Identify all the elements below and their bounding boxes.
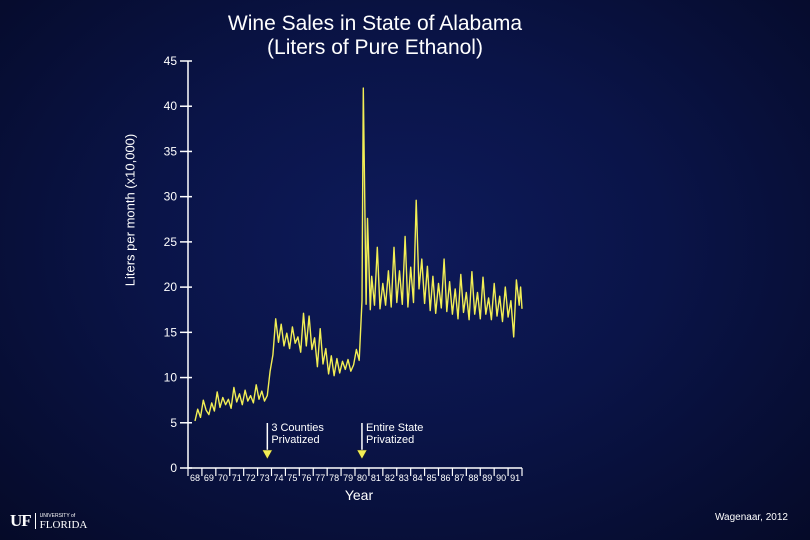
uf-logo: UF UNIVERSITY of FLORIDA [10, 511, 87, 531]
axes: 0 5 10 15 20 25 30 35 40 45 68 69 70 71 72 73 74 75 76 77 78… [164, 54, 523, 483]
y-tick-label: 40 [164, 99, 178, 113]
annotation-label-line-1: 3 Counties [271, 422, 324, 434]
y-tick-label: 0 [170, 461, 177, 475]
x-tick-label: 85 [427, 473, 437, 483]
x-tick-label: 88 [468, 473, 478, 483]
x-tick-label: 73 [260, 473, 270, 483]
x-tick-label: 72 [246, 473, 256, 483]
y-tick-label: 35 [164, 144, 178, 158]
y-tick-label: 10 [164, 371, 178, 385]
annotation-arrowhead [261, 449, 273, 460]
y-tick-label: 30 [164, 190, 178, 204]
x-axis-label: Year [344, 487, 374, 503]
chart-title-line-1: Wine Sales in State of Alabama [227, 12, 523, 35]
credit-text: Wagenaar, 2012 [714, 512, 788, 523]
logo-mark: UF [10, 511, 32, 530]
x-tick-label: 74 [273, 473, 283, 483]
x-tick-label: 79 [343, 473, 353, 483]
x-tick-label: 77 [315, 473, 325, 483]
logo-small-text: UNIVERSITY of [39, 513, 76, 519]
x-tick-label: 87 [454, 473, 464, 483]
x-tick-label: 75 [287, 473, 297, 483]
series-line [194, 87, 523, 422]
x-tick-label: 69 [204, 473, 214, 483]
x-tick-label: 81 [371, 473, 381, 483]
logo-divider [34, 513, 36, 529]
x-tick-label: 90 [496, 473, 506, 483]
x-tick-label: 71 [232, 473, 242, 483]
x-tick-label: 80 [357, 473, 367, 483]
logo-big-text: FLORIDA [39, 519, 88, 531]
series-group [194, 87, 523, 422]
y-tick-label: 45 [164, 54, 178, 68]
x-tick-label: 76 [301, 473, 311, 483]
chart-title-line-2: (Liters of Pure Ethanol) [267, 36, 483, 59]
annotation-label-line-2: Privatized [366, 434, 414, 446]
x-tick-label: 83 [399, 473, 409, 483]
annotation-label-line-1: Entire State [366, 422, 423, 434]
y-tick-label: 25 [164, 235, 178, 249]
annotation-arrowhead [356, 449, 368, 460]
y-tick-label: 15 [164, 325, 178, 339]
y-tick-label: 5 [170, 416, 177, 430]
logo-text: UNIVERSITY of FLORIDA [39, 512, 88, 531]
x-tick-label: 91 [510, 473, 520, 483]
x-tick-label: 86 [440, 473, 450, 483]
x-tick-label: 84 [413, 473, 423, 483]
x-tick-label: 78 [329, 473, 339, 483]
x-tick-label: 70 [218, 473, 228, 483]
chart-title: Wine Sales in State of Alabama (Liters o… [175, 12, 575, 60]
x-tick-label: 68 [190, 473, 200, 483]
x-tick-label: 82 [385, 473, 395, 483]
annotation-label-line-2: Privatized [271, 434, 319, 446]
y-tick-label: 20 [164, 280, 178, 294]
x-tick-label: 89 [482, 473, 492, 483]
